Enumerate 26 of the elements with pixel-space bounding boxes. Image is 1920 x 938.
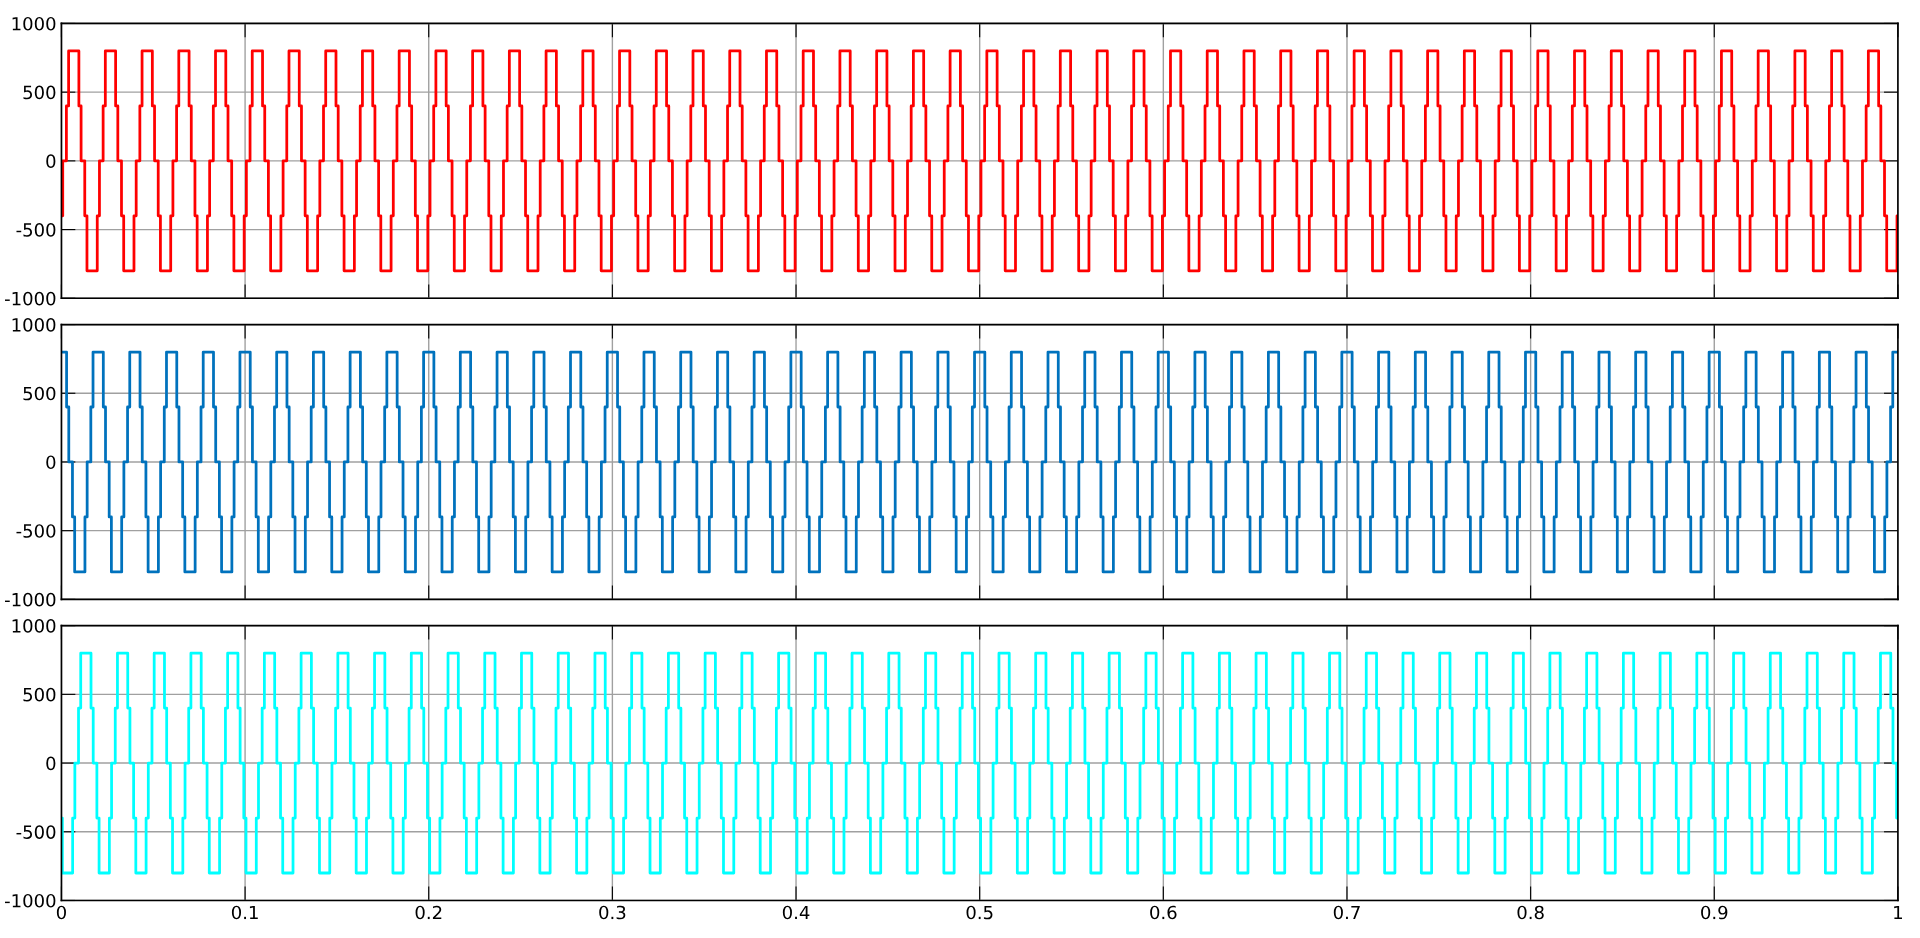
y-tick-label: -500: [16, 524, 56, 538]
x-tick-label: 0.5: [966, 905, 993, 920]
x-tick-label: 0.1: [231, 905, 258, 920]
x-tick-label: 0.8: [1517, 905, 1544, 920]
y-tick-label: -1000: [5, 291, 56, 306]
y-tick-label: 0: [46, 455, 56, 470]
x-tick-label: 1: [1894, 905, 1902, 920]
y-tick-label: -500: [16, 825, 56, 839]
y-tick-label: -1000: [5, 893, 56, 908]
y-tick-label: 1000: [12, 16, 56, 31]
x-tick-label: 0.7: [1333, 905, 1360, 920]
y-tick-label: 1000: [12, 318, 56, 332]
y-tick-label: -500: [16, 223, 56, 237]
x-tick-label: 0.2: [415, 905, 442, 920]
x-tick-label: 0: [56, 905, 66, 920]
x-tick-label: 0.4: [782, 905, 810, 920]
y-tick-label: 500: [23, 687, 56, 702]
y-tick-label: 500: [23, 85, 56, 100]
x-tick-label: 0.3: [599, 905, 626, 920]
x-tick-label: 0.6: [1150, 905, 1177, 920]
y-tick-label: -1000: [5, 592, 56, 607]
y-tick-label: 0: [46, 154, 56, 168]
x-tick-label: 0.9: [1701, 905, 1728, 920]
y-tick-label: 500: [23, 386, 56, 401]
y-tick-label: 1000: [12, 619, 56, 633]
y-tick-label: 0: [46, 756, 56, 771]
